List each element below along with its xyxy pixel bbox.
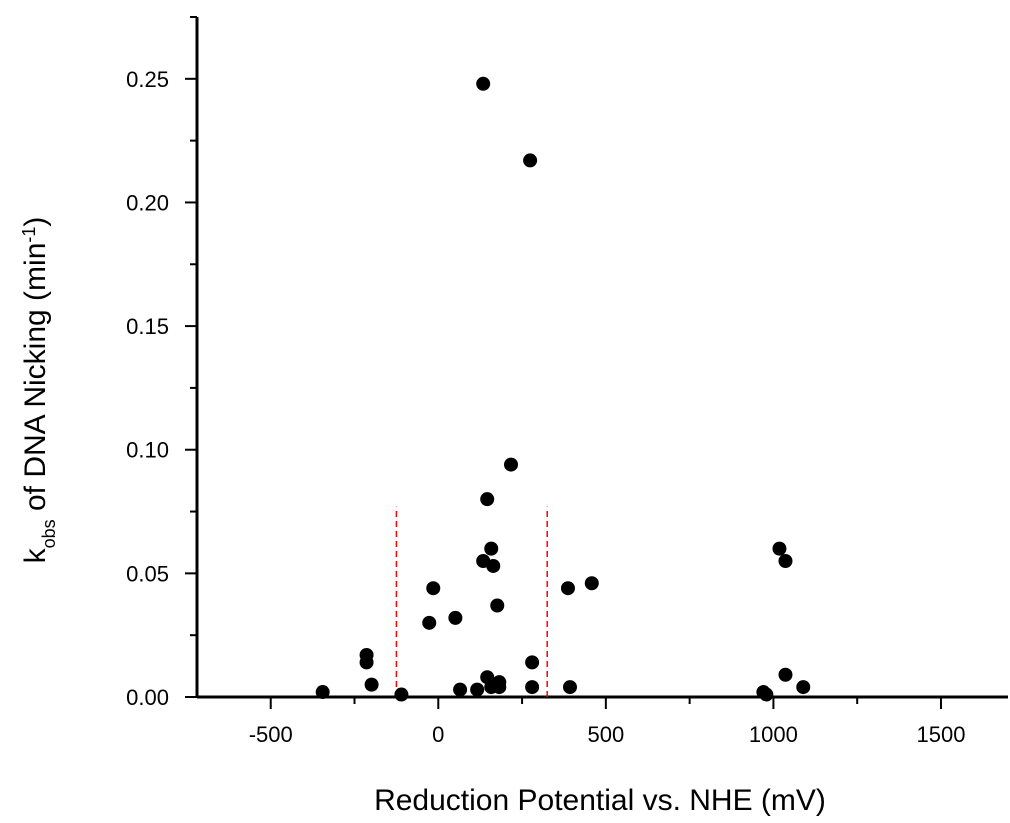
x-tick-label: 0 [432, 722, 444, 747]
data-point [394, 687, 409, 702]
data-point [476, 76, 491, 91]
x-tick-label: -500 [249, 722, 293, 747]
y-tick-label: 0.15 [126, 314, 169, 339]
data-point [772, 541, 787, 556]
y-tick-label: 0.25 [126, 67, 169, 92]
data-point [422, 615, 437, 630]
data-point [778, 667, 793, 682]
y-axis-label-part: ) [19, 217, 52, 227]
x-tick-label: 1500 [916, 722, 965, 747]
data-point [560, 581, 575, 596]
y-tick-label: 0.00 [126, 685, 169, 710]
y-axis-label-part: obs [39, 519, 59, 548]
data-point [584, 576, 599, 591]
data-point [359, 655, 374, 670]
data-point [486, 558, 501, 573]
y-tick-label: 0.20 [126, 190, 169, 215]
data-point [778, 554, 793, 568]
data-point [448, 610, 463, 625]
data-point [492, 680, 507, 695]
x-tick-label: 1000 [749, 722, 798, 747]
data-point [490, 598, 505, 613]
y-axis-label-part: -1 [19, 227, 39, 243]
y-tick-label: 0.05 [126, 561, 169, 586]
data-point [470, 682, 485, 697]
data-point [562, 680, 577, 695]
data-point [759, 687, 774, 702]
data-point [484, 541, 499, 556]
data-point [453, 682, 468, 697]
data-point [480, 492, 495, 507]
data-point [796, 680, 811, 695]
y-axis-label: kobs of DNA Nicking (min-1) [19, 217, 59, 564]
data-point [525, 655, 540, 670]
y-axis-label-part: of DNA Nicking (min [19, 243, 52, 520]
y-axis-label-part: k [19, 547, 52, 563]
y-tick-label: 0.10 [126, 438, 169, 463]
x-tick-label: 500 [587, 722, 624, 747]
data-point [364, 677, 379, 692]
data-point [525, 680, 540, 695]
data-point [426, 581, 441, 596]
x-axis-label: Reduction Potential vs. NHE (mV) [374, 784, 826, 817]
data-point [315, 685, 330, 700]
data-point [504, 457, 519, 472]
data-point [523, 153, 538, 168]
